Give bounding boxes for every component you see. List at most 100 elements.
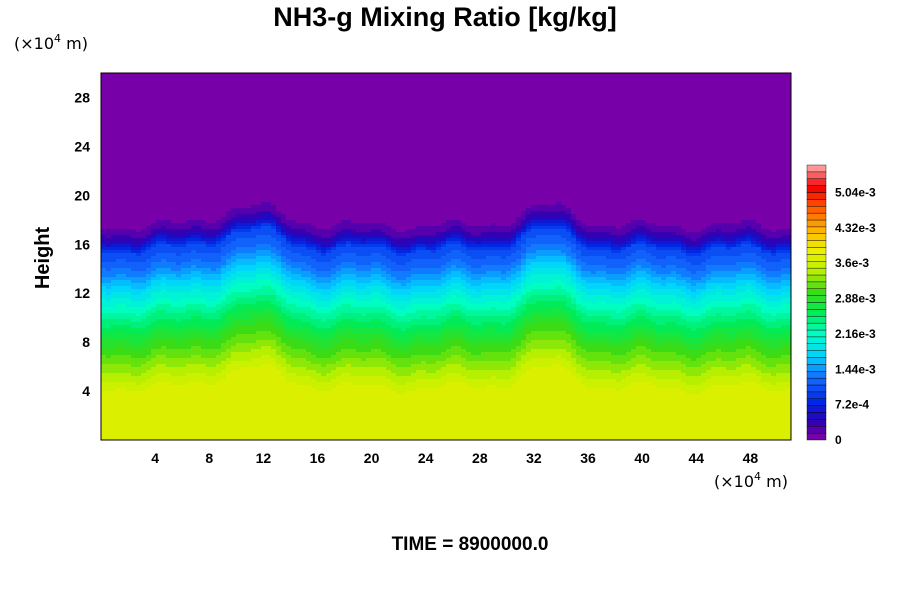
heatmap-cell bbox=[251, 76, 257, 80]
heatmap-cell bbox=[431, 97, 437, 101]
heatmap-cell bbox=[396, 76, 402, 80]
heatmap-cell bbox=[316, 82, 322, 86]
heatmap-cell bbox=[726, 94, 732, 98]
heatmap-cell bbox=[341, 85, 347, 89]
heatmap-cell bbox=[206, 79, 212, 83]
heatmap-cell bbox=[491, 97, 497, 101]
heatmap-cell bbox=[296, 88, 302, 92]
heatmap-cell bbox=[586, 85, 592, 89]
heatmap-cell bbox=[671, 82, 677, 86]
heatmap-cell bbox=[141, 97, 147, 101]
heatmap-cell bbox=[386, 73, 392, 77]
heatmap-cell bbox=[326, 79, 332, 83]
heatmap-cell bbox=[551, 91, 557, 95]
heatmap-cell bbox=[671, 73, 677, 77]
heatmap-cell bbox=[131, 82, 137, 86]
heatmap-cell bbox=[116, 97, 122, 101]
heatmap-cell bbox=[761, 73, 767, 77]
heatmap-cell bbox=[681, 79, 687, 83]
heatmap-cell bbox=[306, 79, 312, 83]
heatmap-cell bbox=[776, 85, 782, 89]
heatmap-cell bbox=[136, 85, 142, 89]
heatmap-cell bbox=[591, 91, 597, 95]
heatmap-cell bbox=[636, 82, 642, 86]
heatmap-cell bbox=[596, 88, 602, 92]
heatmap-cell bbox=[451, 85, 457, 89]
heatmap-cell bbox=[611, 88, 617, 92]
heatmap-cell bbox=[501, 76, 507, 80]
heatmap-cell bbox=[111, 76, 117, 80]
heatmap-cell bbox=[371, 94, 377, 98]
heatmap-cell bbox=[651, 76, 657, 80]
heatmap-cell bbox=[166, 76, 172, 80]
heatmap-cell bbox=[781, 91, 787, 95]
heatmap-cell bbox=[216, 94, 222, 98]
heatmap-cell bbox=[306, 82, 312, 86]
heatmap-cell bbox=[466, 91, 472, 95]
heatmap-cell bbox=[696, 82, 702, 86]
heatmap-cell bbox=[306, 88, 312, 92]
heatmap-cell bbox=[781, 94, 787, 98]
heatmap-cell bbox=[611, 79, 617, 83]
heatmap-cell bbox=[771, 76, 777, 80]
heatmap-cell bbox=[776, 94, 782, 98]
heatmap-cell bbox=[301, 76, 307, 80]
heatmap-cell bbox=[151, 88, 157, 92]
heatmap-cell bbox=[536, 79, 542, 83]
heatmap-cell bbox=[136, 94, 142, 98]
heatmap-cell bbox=[541, 85, 547, 89]
heatmap-cell bbox=[226, 79, 232, 83]
heatmap-cell bbox=[401, 79, 407, 83]
heatmap-cell bbox=[581, 88, 587, 92]
heatmap-cell bbox=[106, 91, 112, 95]
heatmap-cell bbox=[646, 94, 652, 98]
heatmap-cell bbox=[696, 76, 702, 80]
heatmap-cell bbox=[726, 91, 732, 95]
heatmap-cell bbox=[466, 79, 472, 83]
heatmap-cell bbox=[666, 76, 672, 80]
heatmap-cell bbox=[296, 85, 302, 89]
heatmap-cell bbox=[491, 82, 497, 86]
heatmap-cell bbox=[766, 76, 772, 80]
heatmap-cell bbox=[771, 82, 777, 86]
heatmap-cell bbox=[181, 82, 187, 86]
heatmap-cell bbox=[406, 88, 412, 92]
heatmap-cell bbox=[786, 94, 791, 98]
heatmap-cell bbox=[686, 82, 692, 86]
heatmap-cell bbox=[306, 73, 312, 77]
heatmap-cell bbox=[501, 82, 507, 86]
heatmap-cell bbox=[271, 85, 277, 89]
heatmap-cell bbox=[551, 85, 557, 89]
heatmap-cell bbox=[101, 85, 107, 89]
heatmap-cell bbox=[206, 94, 212, 98]
heatmap-cell bbox=[126, 79, 132, 83]
heatmap-cell bbox=[746, 88, 752, 92]
heatmap-cell bbox=[201, 73, 207, 77]
heatmap-cell bbox=[611, 94, 617, 98]
heatmap-cell bbox=[756, 91, 762, 95]
heatmap-cell bbox=[561, 85, 567, 89]
heatmap-cell bbox=[736, 88, 742, 92]
heatmap-cell bbox=[386, 79, 392, 83]
heatmap-cell bbox=[281, 79, 287, 83]
heatmap-cell bbox=[221, 97, 227, 101]
heatmap-cell bbox=[556, 76, 562, 80]
heatmap-cell bbox=[446, 76, 452, 80]
heatmap-cell bbox=[551, 73, 557, 77]
heatmap-cell bbox=[721, 88, 727, 92]
heatmap-cell bbox=[156, 76, 162, 80]
heatmap-cell bbox=[191, 85, 197, 89]
heatmap-cell bbox=[311, 76, 317, 80]
heatmap-cell bbox=[426, 88, 432, 92]
heatmap-cell bbox=[601, 76, 607, 80]
heatmap-cell bbox=[486, 88, 492, 92]
heatmap-cell bbox=[256, 76, 262, 80]
heatmap-cell bbox=[231, 82, 237, 86]
heatmap-cell bbox=[156, 94, 162, 98]
heatmap-cell bbox=[421, 94, 427, 98]
heatmap-cell bbox=[246, 85, 252, 89]
heatmap-cell bbox=[476, 88, 482, 92]
heatmap-cell bbox=[236, 79, 242, 83]
heatmap-cell bbox=[676, 73, 682, 77]
heatmap-cell bbox=[421, 79, 427, 83]
